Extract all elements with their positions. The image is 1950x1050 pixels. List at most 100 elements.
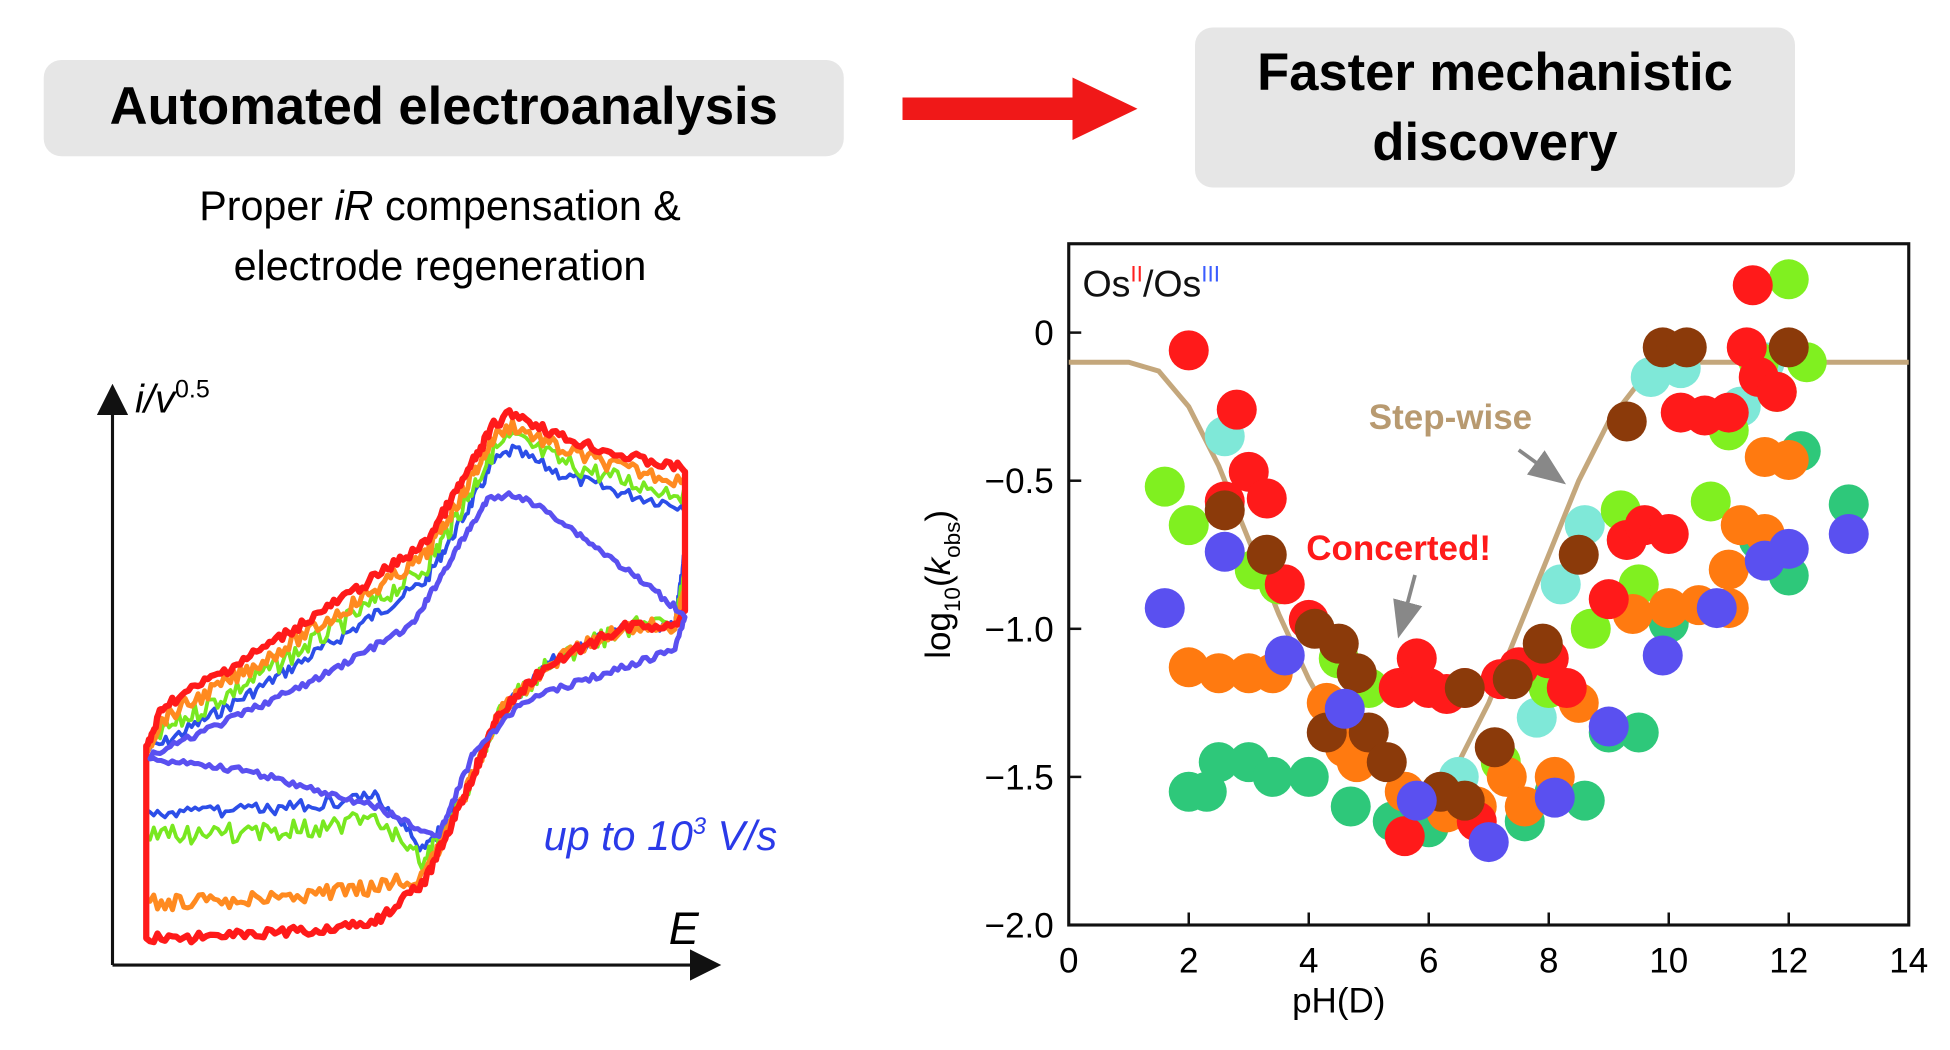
data-point [1540,564,1581,605]
data-point [1558,534,1599,575]
concerted-label: Concerted! [1306,529,1491,568]
arrow [902,77,1138,140]
x-tick-label: 0 [1059,942,1078,981]
x-tick-label: 10 [1649,942,1688,981]
x-tick-label: 14 [1889,942,1928,981]
data-point [1396,780,1437,821]
annotation-arrow [1393,574,1423,639]
data-point [1618,712,1659,753]
os-label: OsII/OsIII [1083,261,1221,304]
data-point [1642,635,1683,676]
left-title: Automated electroanalysis [110,77,778,136]
y-axis-label-part: 10 [940,587,965,612]
data-point [1648,588,1689,629]
y-axis-label-part: ( [919,575,958,587]
x-axis-label: pH(D) [1292,982,1385,1021]
subtitle: Proper iR compensation & [199,183,681,229]
data-point [1264,635,1305,676]
data-point [1288,756,1329,797]
data-point [1696,588,1737,629]
data-point [1324,688,1365,729]
cv-curve [144,430,687,871]
plot-frame [1067,242,1911,927]
data-point [1468,822,1509,863]
right-title: Faster mechanistic [1257,43,1733,102]
cv-panel: i/v0.5 E up to 103 V/s [96,376,777,981]
data-point [1756,371,1797,412]
data-point [1384,816,1425,857]
data-point [1366,742,1407,783]
stepwise-label: Step-wise [1369,398,1532,437]
data-point [1474,727,1515,768]
data-point [1264,564,1305,605]
y-axis-label-part: obs [940,522,965,558]
data-point [1768,327,1809,368]
data-point [1588,579,1629,620]
data-point [1648,514,1689,555]
x-tick-label: 6 [1419,942,1438,981]
scatter-chart: 0 2 4 6 8 10 12 140−0.5−1.0−1.5−2.0pH(D)log10(k… [919,242,1928,1021]
data-point [1504,786,1545,827]
data-point [1606,401,1647,442]
header-box [1195,27,1795,188]
y-tick-label: −2.0 [985,907,1054,946]
subtitle: electrode regeneration [234,243,647,289]
data-point [1168,505,1209,546]
x-tick-label: 4 [1299,942,1318,981]
right-title: discovery [1372,113,1617,172]
data-point [1246,478,1287,519]
data-point [1318,623,1359,664]
y-axis-label-part: k [919,556,958,575]
cv-annotation-part: V/s [706,813,777,859]
data-point [1144,466,1185,507]
data-point [1570,608,1611,649]
y-axis-label: log10(kobs) [919,510,965,659]
data-point [1666,327,1707,368]
os-label-part: Os [1083,262,1131,304]
cv-y-label-part: 0.5 [175,376,210,404]
data-point [1708,392,1749,433]
data-point [1534,777,1575,818]
os-label-part: /Os [1143,262,1201,304]
data-point [1168,330,1209,371]
data-point [1168,647,1209,688]
header-box [43,60,844,157]
data-point [1564,780,1605,821]
data-point [1252,756,1293,797]
cv-annotation-part: up to 10 [544,813,693,859]
data-point [1330,786,1371,827]
data-point [1444,668,1485,709]
y-tick-label: −0.5 [985,462,1054,501]
data-point [1708,549,1749,590]
data-point [1198,742,1239,783]
data-point [1828,484,1869,525]
y-tick-label: 0 [1034,314,1053,353]
data-point [1198,653,1239,694]
cv-curve [147,490,688,839]
data-point [1768,259,1809,300]
cv-x-label: E [669,903,700,954]
subtitle-part: compensation & [373,183,680,229]
cv-y-label: i/v0.5 [135,376,210,422]
data-point [1732,265,1773,306]
cv-y-label-part: i/v [135,378,177,422]
data-point [1336,653,1377,694]
y-tick-label: −1.0 [985,610,1054,649]
os-label-part: II [1130,261,1143,286]
data-point [1378,668,1419,709]
data-point [1768,439,1809,480]
x-tick-label: 12 [1769,942,1808,981]
data-point [1522,623,1563,664]
cv-curve [143,407,689,946]
data-point [1444,780,1485,821]
data-point [1216,389,1257,430]
data-point [1492,659,1533,700]
cv-annotation-part: 3 [693,813,706,840]
annotation-arrow [1517,448,1567,485]
x-tick-label: 2 [1179,942,1198,981]
data-point [1204,531,1245,572]
data-point [1618,564,1659,605]
cv-annotation: up to 103 V/s [544,813,777,859]
